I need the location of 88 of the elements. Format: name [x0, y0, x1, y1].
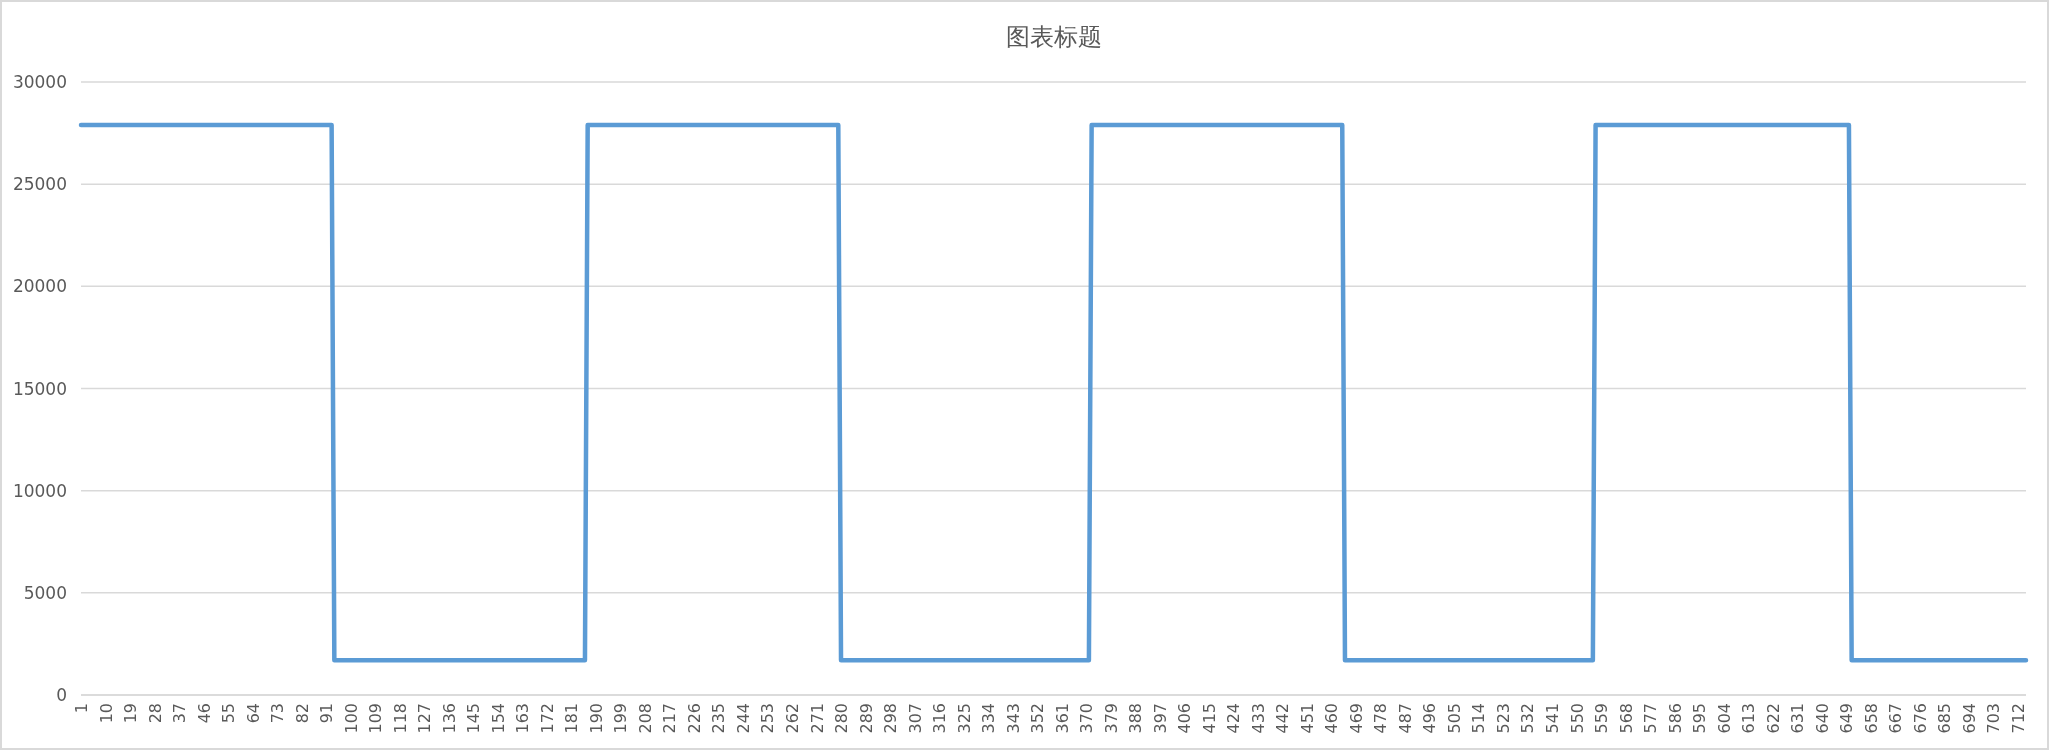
x-tick-label: 622	[1763, 703, 1783, 734]
x-tick-label: 91	[317, 703, 337, 724]
x-tick-label: 406	[1175, 703, 1195, 734]
x-tick-label: 649	[1837, 703, 1857, 734]
x-tick-label: 118	[390, 703, 410, 734]
x-tick-label: 478	[1371, 703, 1391, 734]
x-tick-label: 694	[1959, 703, 1979, 734]
y-tick-label: 10000	[12, 480, 67, 501]
x-tick-label: 100	[341, 703, 361, 734]
x-tick-label: 631	[1788, 703, 1808, 734]
x-tick-label: 154	[488, 703, 508, 734]
x-tick-label: 361	[1052, 703, 1072, 734]
x-tick-label: 217	[660, 703, 680, 734]
x-tick-label: 19	[121, 703, 141, 724]
x-tick-label: 487	[1395, 703, 1415, 734]
x-tick-label: 352	[1028, 703, 1048, 734]
x-tick-label: 514	[1469, 703, 1489, 734]
x-tick-label: 226	[684, 703, 704, 734]
x-tick-label: 46	[194, 703, 214, 724]
x-tick-label: 343	[1003, 703, 1023, 734]
x-tick-label: 703	[1984, 703, 2004, 734]
x-tick-label: 55	[219, 703, 239, 724]
x-tick-label: 658	[1861, 703, 1881, 734]
y-tick-label: 25000	[12, 174, 67, 195]
x-tick-label: 586	[1665, 703, 1685, 734]
y-tick-label: 20000	[12, 276, 67, 297]
y-tick-label: 5000	[23, 582, 67, 603]
y-tick-label: 15000	[12, 378, 67, 399]
x-tick-label: 613	[1739, 703, 1759, 734]
x-tick-label: 334	[979, 703, 999, 734]
x-tick-label: 298	[881, 703, 901, 734]
x-tick-label: 307	[905, 703, 925, 734]
x-tick-label: 181	[562, 703, 582, 734]
x-tick-label: 604	[1714, 703, 1734, 734]
x-tick-label: 433	[1248, 703, 1268, 734]
x-tick-label: 208	[635, 703, 655, 734]
x-tick-label: 496	[1420, 703, 1440, 734]
x-tick-label: 127	[415, 703, 435, 734]
x-tick-label: 451	[1297, 703, 1317, 734]
x-tick-label: 136	[439, 703, 459, 734]
x-tick-label: 667	[1886, 703, 1906, 734]
x-tick-label: 10	[96, 703, 116, 724]
x-tick-label: 460	[1322, 703, 1342, 734]
x-tick-label: 37	[170, 703, 190, 724]
x-tick-label: 145	[464, 703, 484, 734]
x-tick-label: 325	[954, 703, 974, 734]
x-tick-label: 469	[1346, 703, 1366, 734]
x-tick-label: 73	[268, 703, 288, 724]
x-tick-label: 415	[1199, 703, 1219, 734]
x-tick-label: 262	[782, 703, 802, 734]
x-tick-label: 289	[856, 703, 876, 734]
x-tick-label: 379	[1101, 703, 1121, 734]
chart-title: 图表标题	[1005, 23, 1102, 51]
x-tick-label: 559	[1592, 703, 1612, 734]
x-tick-label: 523	[1493, 703, 1513, 734]
x-tick-label: 577	[1641, 703, 1661, 734]
x-tick-label: 271	[807, 703, 827, 734]
x-tick-label: 64	[243, 703, 263, 724]
x-tick-label: 397	[1150, 703, 1170, 734]
x-tick-label: 370	[1077, 703, 1097, 734]
x-tick-label: 568	[1616, 703, 1636, 734]
x-tick-label: 676	[1910, 703, 1930, 734]
x-tick-label: 550	[1567, 703, 1587, 734]
x-tick-label: 1	[72, 703, 91, 714]
x-tick-label: 388	[1126, 703, 1146, 734]
x-tick-label: 640	[1812, 703, 1832, 734]
x-tick-label: 595	[1690, 703, 1710, 734]
x-tick-label: 190	[586, 703, 606, 734]
x-tick-label: 235	[709, 703, 729, 734]
x-tick-label: 163	[513, 703, 533, 734]
x-tick-label: 424	[1224, 703, 1244, 734]
x-tick-label: 244	[733, 703, 753, 734]
x-tick-label: 712	[2008, 703, 2028, 734]
y-tick-label: 0	[56, 685, 67, 705]
x-tick-label: 532	[1518, 703, 1538, 734]
x-tick-label: 280	[832, 703, 852, 734]
x-tick-label: 685	[1935, 703, 1955, 734]
x-tick-label: 199	[611, 703, 631, 734]
x-tick-label: 172	[537, 703, 557, 734]
y-tick-label: 30000	[12, 72, 67, 92]
x-tick-label: 82	[292, 703, 312, 724]
x-tick-label: 505	[1444, 703, 1464, 734]
x-tick-label: 28	[145, 703, 165, 724]
x-tick-label: 442	[1273, 703, 1293, 734]
x-tick-label: 109	[366, 703, 386, 734]
x-tick-label: 253	[758, 703, 778, 734]
x-tick-label: 316	[930, 703, 950, 734]
x-tick-label: 541	[1543, 703, 1563, 734]
